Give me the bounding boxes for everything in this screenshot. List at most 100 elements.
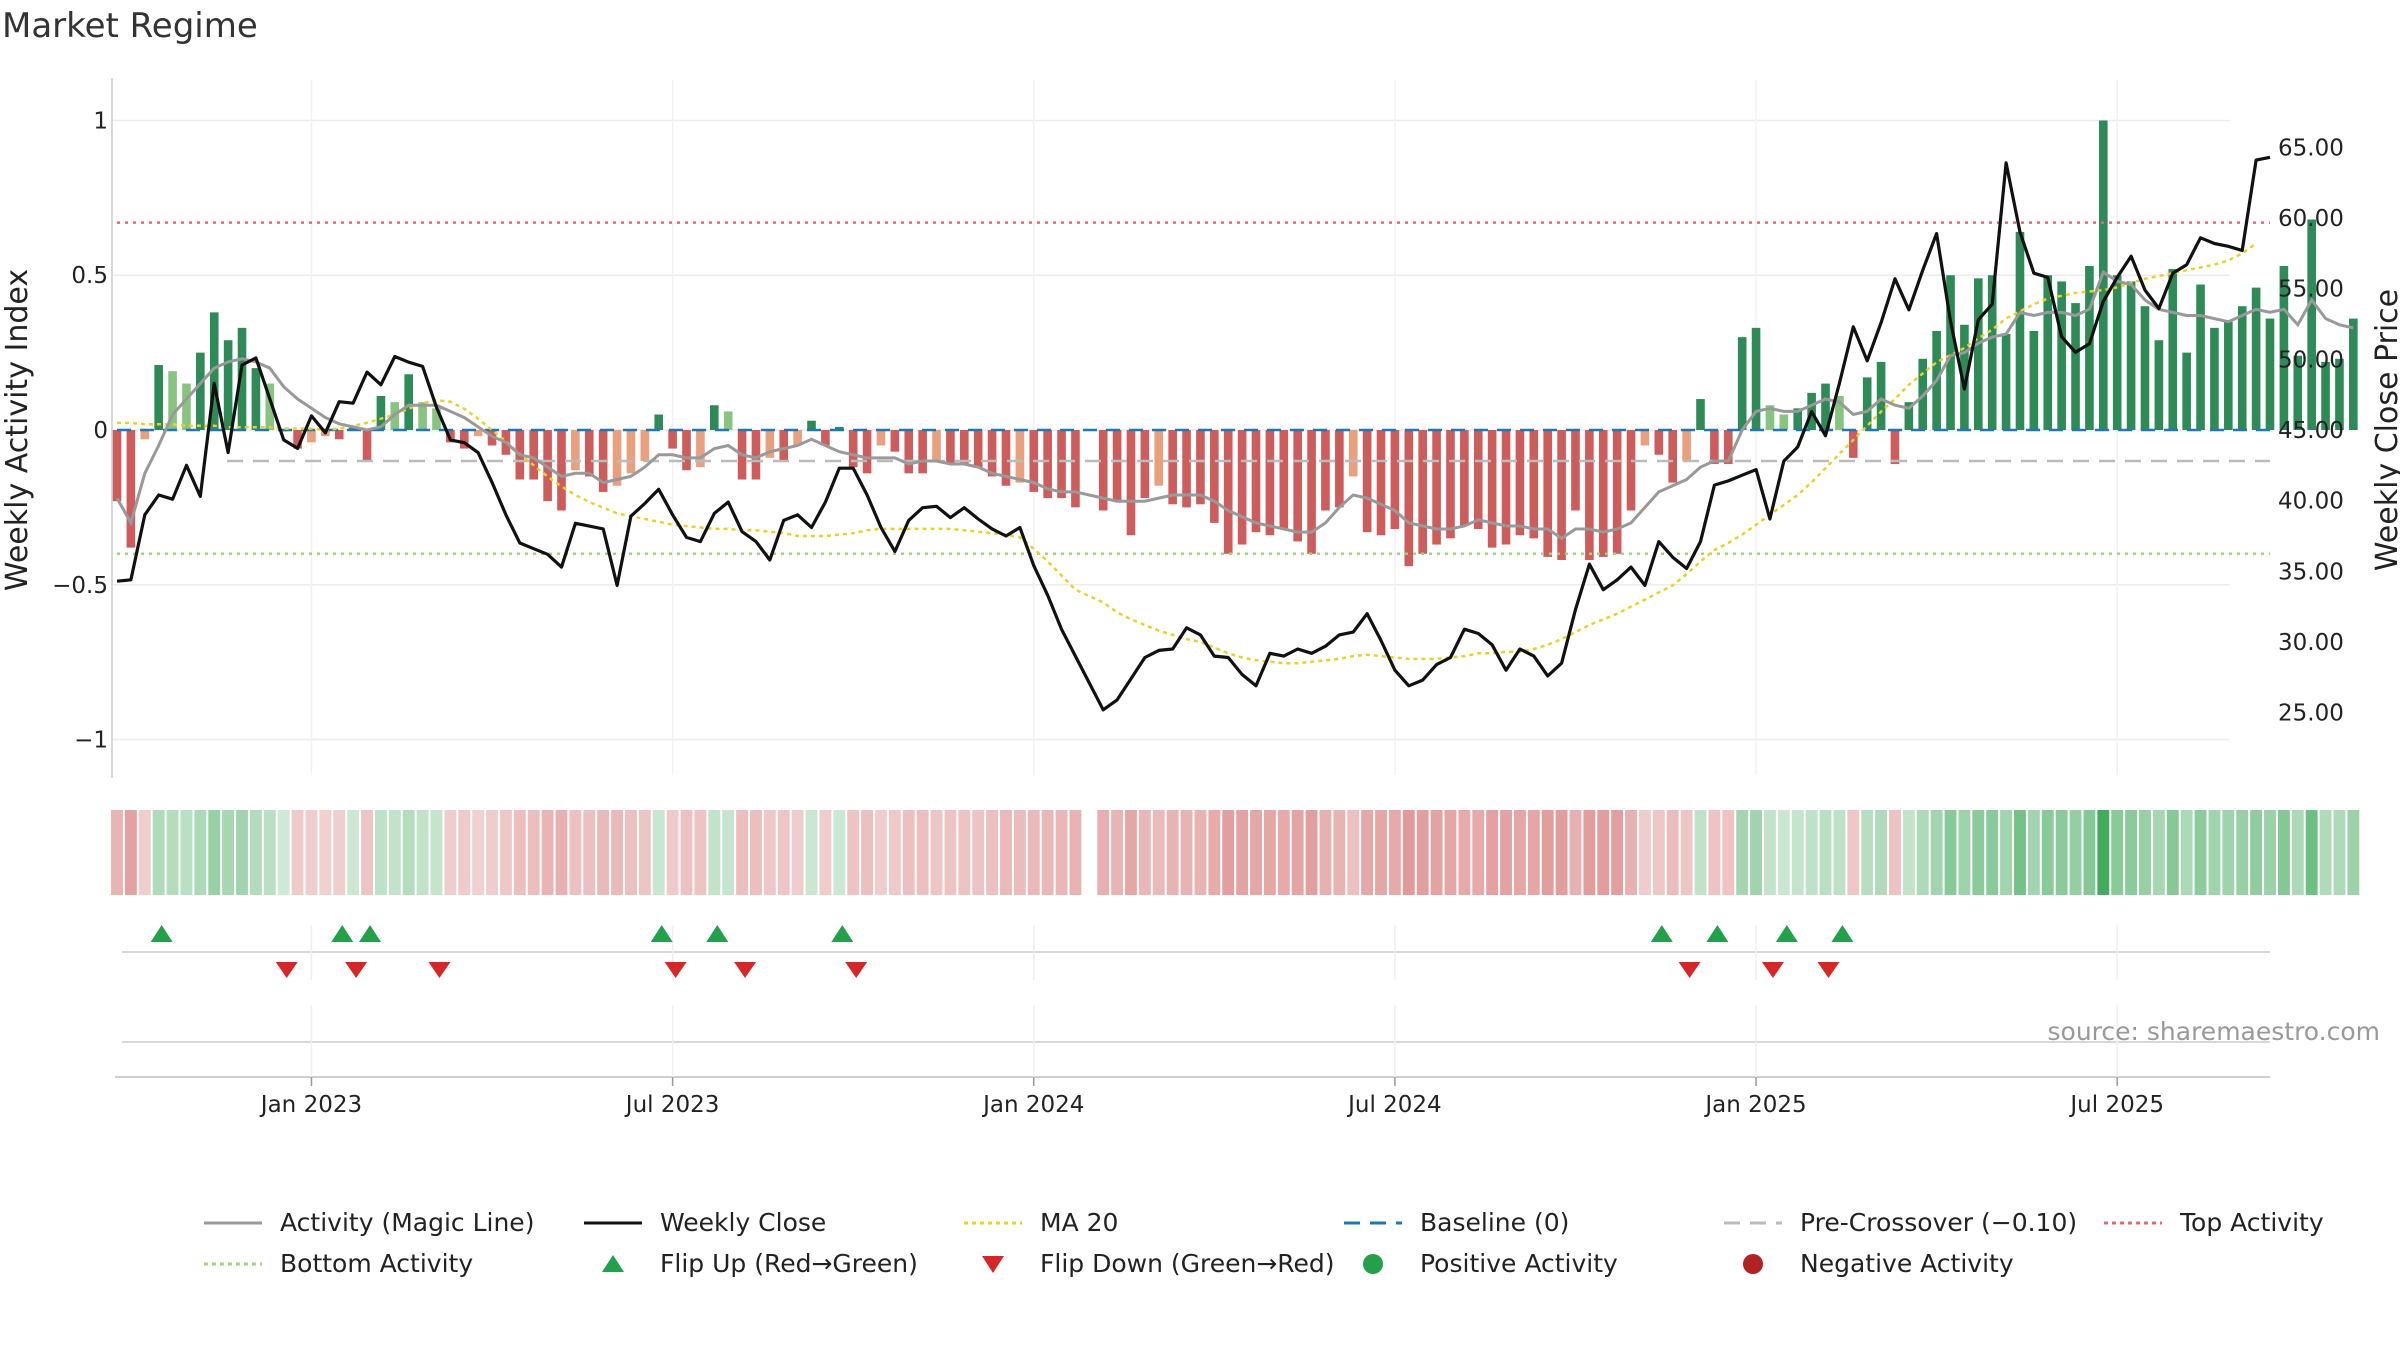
activity-bar <box>1154 430 1164 486</box>
activity-bar <box>1140 430 1150 499</box>
activity-bar <box>2001 334 2011 430</box>
regime-strip-cell <box>1055 810 1068 895</box>
right-tick-label: 50.00 <box>2278 347 2344 373</box>
regime-strip-cell <box>2083 810 2096 895</box>
right-axis-label: Weekly Close Price <box>2370 289 2400 571</box>
activity-bar <box>1293 430 1302 542</box>
regime-strip-cell <box>2194 810 2207 895</box>
regime-strip-cell <box>1291 810 1304 895</box>
right-tick-label: 60.00 <box>2278 206 2344 232</box>
regime-strip-cell <box>180 810 193 895</box>
activity-bar <box>946 430 955 465</box>
regime-strip-cell <box>555 810 568 895</box>
regime-strip-cell <box>1194 810 1207 895</box>
activity-bar <box>1876 361 1886 430</box>
regime-strip-cell <box>1680 810 1693 895</box>
regime-strip-cell <box>1666 810 1679 895</box>
regime-strip-cell <box>1833 810 1846 895</box>
regime-strip-cell <box>208 810 221 895</box>
regime-strip-cell <box>791 810 804 895</box>
regime-strip-cell <box>2222 810 2235 895</box>
activity-bar <box>696 430 705 468</box>
legend-label: Negative Activity <box>1800 1249 2014 1278</box>
activity-bar <box>1112 430 1122 502</box>
activity-bar <box>459 430 469 449</box>
regime-strip-cell <box>152 810 165 895</box>
activity-bar <box>418 402 427 430</box>
activity-bar <box>834 426 844 430</box>
legend: Activity (Magic Line) Weekly Close MA 20 Ba… <box>200 1208 2380 1278</box>
legend-swatch <box>982 1255 1004 1273</box>
regime-strip-cell <box>1819 810 1832 895</box>
activity-bar <box>2057 281 2066 430</box>
regime-strip-cell <box>2333 810 2346 895</box>
activity-bar <box>1765 405 1775 430</box>
flip-down-marker <box>1817 962 1840 978</box>
flip-up-marker <box>1831 925 1854 942</box>
activity-bar <box>2043 275 2053 430</box>
regime-strip-cell <box>305 810 318 895</box>
legend-label: Flip Down (Green→Red) <box>1040 1249 1335 1278</box>
regime-strip-cell <box>319 810 332 895</box>
activity-bar <box>334 430 344 440</box>
activity-bar <box>1973 278 1983 430</box>
activity-bar <box>932 430 941 461</box>
legend-swatch <box>584 1221 642 1224</box>
regime-strip-cell <box>2305 810 2318 895</box>
activity-bar <box>1210 430 1219 523</box>
regime-strip-cell <box>111 810 123 895</box>
regime-strip-cell <box>2069 810 2082 895</box>
activity-bar <box>1071 430 1080 508</box>
activity-bar <box>1348 430 1358 477</box>
flip-down-marker <box>845 962 868 978</box>
activity-bar <box>723 411 733 430</box>
regime-strip-cell <box>1694 810 1707 895</box>
activity-bar <box>779 430 789 461</box>
legend-item: Bottom Activity <box>200 1249 580 1278</box>
flip-up-marker <box>831 925 854 942</box>
activity-bar <box>432 408 441 430</box>
flip-up-marker <box>331 925 354 942</box>
legend-item: Positive Activity <box>1340 1249 1720 1278</box>
regime-strip-cell <box>2014 810 2026 895</box>
legend-swatch <box>204 1221 262 1224</box>
activity-bar <box>2126 281 2136 430</box>
activity-bar <box>2224 321 2233 430</box>
regime-strip-cell <box>472 810 485 895</box>
activity-bar <box>2321 361 2330 430</box>
activity-bar <box>1432 430 1441 545</box>
activity-bar <box>1196 430 1205 505</box>
activity-bar <box>821 430 830 446</box>
activity-bar <box>1612 430 1622 554</box>
legend-swatch <box>204 1262 262 1265</box>
activity-bar <box>1279 430 1289 530</box>
regime-strip <box>111 810 2360 895</box>
activity-bar <box>1793 408 1803 430</box>
regime-strip-cell <box>1597 810 1610 895</box>
regime-strip-cell <box>708 810 721 895</box>
regime-strip-cell <box>1944 810 1957 895</box>
activity-bar <box>1265 430 1275 536</box>
activity-bar <box>1668 430 1678 483</box>
regime-strip-cell <box>1972 810 1985 895</box>
regime-strip-cell <box>2055 810 2068 895</box>
activity-bar <box>1501 430 1511 545</box>
regime-strip-cell <box>1347 810 1360 895</box>
chart-title: Market Regime <box>2 6 258 46</box>
flip-up-marker <box>706 925 729 942</box>
source-note: source: sharemaestro.com <box>2048 1017 2381 1046</box>
right-y-axis: 65.00 60.00 55.00 50.00 45.00 40.00 35.00 30.00… <box>2278 135 2344 726</box>
activity-bar <box>1987 275 1997 430</box>
regime-strip-cell <box>1180 810 1193 895</box>
regime-strip-cell <box>166 810 179 895</box>
regime-strip-cell <box>972 810 985 895</box>
regime-strip-cell <box>2027 810 2040 895</box>
activity-bar <box>1529 430 1539 539</box>
activity-bar <box>1098 430 1108 511</box>
legend-swatch <box>964 1221 1022 1224</box>
regime-strip-cell <box>666 810 679 895</box>
activity-bar <box>918 430 927 474</box>
activity-bar <box>2071 303 2080 430</box>
regime-strip-cell <box>1041 810 1054 895</box>
regime-strip-cell <box>1000 810 1012 895</box>
